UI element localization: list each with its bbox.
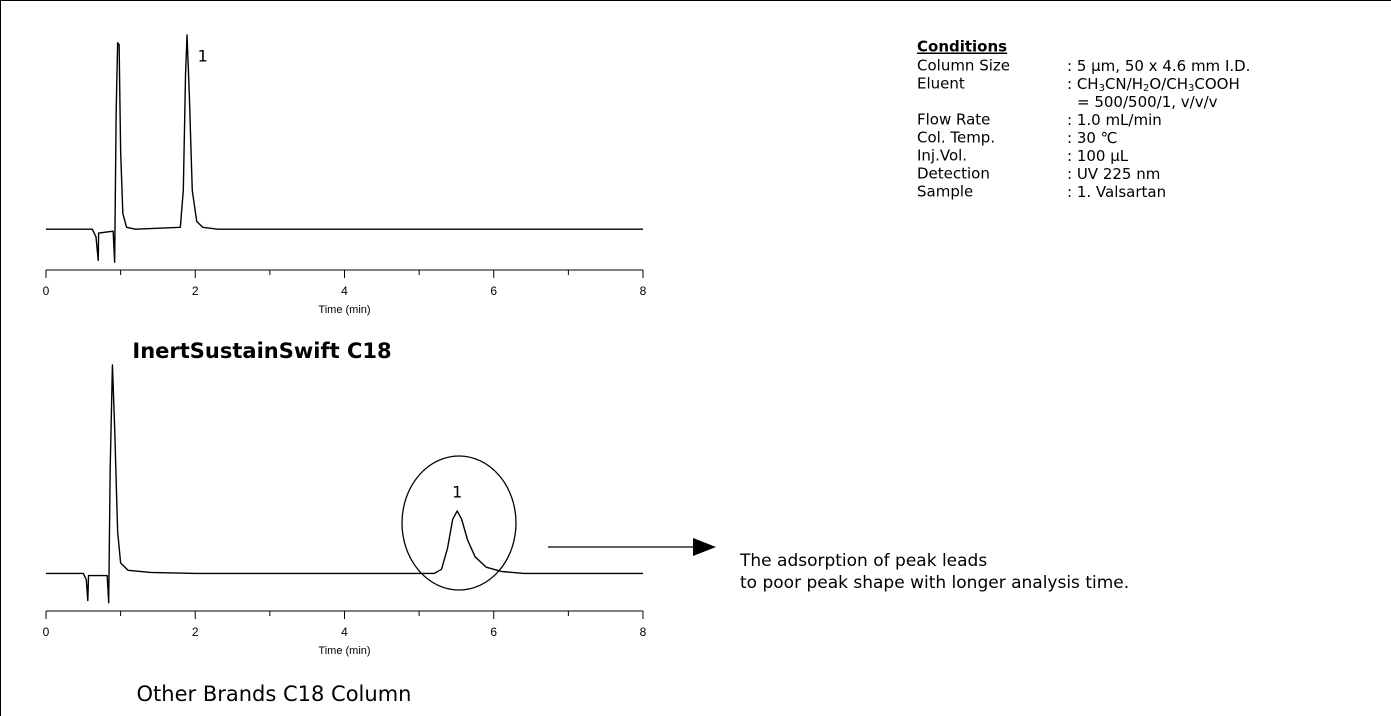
condition-label: Col. Temp. — [917, 129, 995, 147]
x-tick-label: 8 — [640, 625, 647, 639]
arrow-head — [693, 538, 716, 556]
x-axis-label: Time (min) — [318, 304, 370, 316]
x-tick-label: 4 — [341, 625, 348, 639]
condition-text: CN/H — [1105, 75, 1143, 93]
condition-text: : 1. Valsartan — [1067, 183, 1166, 201]
x-tick-label: 0 — [43, 625, 50, 639]
condition-label: Inj.Vol. — [917, 147, 967, 165]
condition-text: : 5 µm, 50 x 4.6 mm I.D. — [1067, 57, 1250, 75]
condition-value: : 1.0 mL/min — [1067, 111, 1162, 129]
condition-label: Flow Rate — [917, 111, 990, 129]
condition-text: : 100 µL — [1067, 147, 1129, 165]
x-tick-label: 0 — [43, 284, 50, 298]
note-line: The adsorption of peak leads — [739, 551, 987, 571]
peak-label: 1 — [452, 482, 462, 501]
x-tick-label: 6 — [490, 625, 497, 639]
x-axis-label: Time (min) — [318, 645, 370, 657]
condition-value: : 1. Valsartan — [1067, 183, 1166, 201]
condition-text: : CH — [1067, 75, 1099, 93]
highlight-circle — [401, 455, 517, 591]
subscript: 2 — [1143, 83, 1149, 94]
condition-text: COOH — [1194, 75, 1239, 93]
x-tick-label: 2 — [192, 625, 199, 639]
condition-label: Detection — [917, 165, 990, 183]
note-line: to poor peak shape with longer analysis … — [740, 573, 1129, 593]
condition-text: : UV 225 nm — [1067, 165, 1160, 183]
condition-label: Column Size — [917, 57, 1010, 75]
condition-value: : 100 µL — [1067, 147, 1129, 165]
peak-label: 1 — [198, 47, 208, 66]
condition-value: : 30 ℃ — [1067, 129, 1118, 147]
trace — [46, 34, 643, 263]
x-tick-label: 6 — [490, 284, 497, 298]
trace — [46, 364, 643, 604]
chart-title: Other Brands C18 Column — [137, 682, 412, 706]
condition-text: : 1.0 mL/min — [1067, 111, 1162, 129]
condition-text: O/CH — [1149, 75, 1188, 93]
condition-value: : CH3CN/H2O/CH3COOH — [1067, 75, 1240, 95]
subscript: 3 — [1188, 83, 1194, 94]
subscript: 3 — [1099, 83, 1105, 94]
x-tick-label: 4 — [341, 284, 348, 298]
conditions-heading: Conditions — [917, 38, 1007, 56]
x-tick-label: 8 — [640, 284, 647, 298]
chart-title: InertSustainSwift C18 — [132, 339, 391, 363]
condition-value: = 500/500/1, v/v/v — [1077, 93, 1218, 111]
condition-text: = 500/500/1, v/v/v — [1077, 93, 1218, 111]
condition-text: : 30 ℃ — [1067, 129, 1118, 147]
condition-label: Sample — [917, 183, 973, 201]
x-tick-label: 2 — [192, 284, 199, 298]
condition-label: Eluent — [917, 75, 965, 93]
condition-value: : UV 225 nm — [1067, 165, 1160, 183]
condition-value: : 5 µm, 50 x 4.6 mm I.D. — [1067, 57, 1250, 75]
